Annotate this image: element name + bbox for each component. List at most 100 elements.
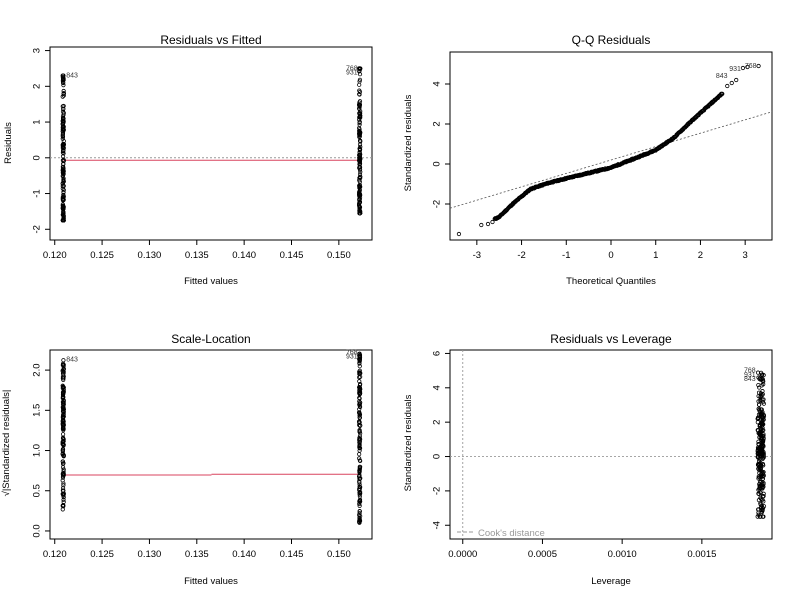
data-point	[60, 507, 65, 512]
x-tick-label: 0.125	[90, 250, 114, 261]
data-point	[60, 198, 66, 203]
y-tick-label: -2	[32, 225, 43, 233]
x-tick-label: 0.145	[280, 250, 304, 261]
data-point	[740, 65, 746, 71]
data-point	[357, 436, 363, 441]
data-point	[357, 404, 362, 409]
data-point	[456, 231, 462, 237]
data-point	[61, 414, 66, 419]
data-point	[60, 405, 66, 411]
cooks-distance-legend-label: Cook's distance	[478, 528, 545, 539]
data-point	[357, 415, 362, 420]
y-tick-label: 0	[432, 454, 443, 459]
data-point	[357, 111, 362, 116]
data-point	[61, 213, 66, 218]
data-point	[758, 501, 763, 506]
data-point	[758, 411, 764, 416]
point-label: 931	[346, 70, 358, 77]
data-point	[60, 174, 65, 179]
data-point	[61, 194, 66, 199]
data-point	[61, 497, 66, 502]
data-point	[494, 215, 500, 221]
x-tick-label: 3	[743, 250, 748, 261]
data-point	[756, 406, 761, 412]
sl-y-ticks: 0.0 0.5 1.0 1.5 2.0	[32, 363, 50, 538]
data-point	[757, 468, 762, 473]
data-point	[357, 429, 362, 434]
data-point	[759, 479, 764, 484]
rvl-title: Residuals vs Leverage	[550, 332, 672, 346]
data-point	[61, 189, 66, 195]
data-point	[60, 116, 66, 122]
data-point	[357, 206, 362, 212]
scale-location-panel: Scale-Location Fitted values √|Standardi…	[1, 332, 373, 587]
data-point	[357, 422, 362, 428]
data-point	[357, 379, 362, 384]
data-point	[61, 492, 66, 497]
y-tick-label: 0	[32, 155, 43, 160]
data-point	[760, 446, 765, 451]
x-tick-label: 0.135	[185, 250, 209, 261]
data-point	[357, 456, 362, 461]
data-point	[60, 392, 66, 397]
data-point	[357, 128, 362, 133]
x-tick-label: -3	[473, 250, 481, 261]
x-tick-label: -1	[562, 250, 570, 261]
data-point	[61, 83, 66, 88]
x-tick-label: 2	[698, 250, 703, 261]
data-point	[357, 468, 362, 474]
data-point	[61, 409, 66, 415]
data-point	[61, 203, 66, 208]
data-point	[61, 432, 66, 437]
point-label: 931	[744, 372, 756, 379]
y-tick-label: 2	[432, 420, 443, 425]
data-point	[357, 490, 362, 495]
data-point	[357, 452, 362, 457]
data-point	[760, 455, 766, 461]
data-point	[357, 167, 363, 172]
data-point	[357, 211, 363, 216]
data-point	[357, 511, 362, 516]
y-tick-label: 0.5	[32, 484, 43, 497]
y-tick-label: -2	[432, 487, 443, 495]
data-point	[357, 466, 362, 472]
data-point	[61, 142, 66, 147]
data-point	[761, 433, 766, 438]
data-point	[720, 91, 725, 96]
data-point	[758, 460, 763, 466]
rvf-x-ticks: 0.120 0.125 0.130 0.135 0.140 0.145 0.150	[43, 240, 351, 261]
rvf-x-axis-label: Fitted values	[184, 276, 238, 287]
data-point	[357, 179, 362, 184]
data-point	[61, 110, 66, 116]
data-point	[60, 451, 65, 456]
data-point	[358, 491, 363, 496]
y-tick-label: 4	[432, 81, 443, 86]
data-point	[61, 218, 66, 223]
x-tick-label: 0.120	[43, 549, 67, 560]
data-point	[60, 181, 65, 186]
data-point	[358, 391, 363, 396]
data-point	[60, 76, 66, 82]
x-tick-label: 0.145	[280, 549, 304, 560]
data-point	[61, 377, 66, 383]
data-point	[761, 494, 766, 499]
point-label: 843	[66, 73, 78, 80]
data-point	[357, 185, 362, 190]
y-tick-label: 1	[32, 119, 43, 124]
data-point	[357, 520, 362, 525]
data-point	[357, 364, 362, 369]
point-label: 768	[744, 368, 756, 375]
data-point	[61, 88, 66, 94]
y-tick-label: -1	[32, 189, 43, 197]
data-point	[757, 449, 763, 454]
data-point	[756, 63, 761, 69]
data-point	[357, 361, 362, 366]
data-point	[759, 422, 764, 427]
data-point	[755, 370, 761, 375]
data-point	[357, 371, 362, 376]
data-point	[357, 199, 362, 205]
data-point	[757, 376, 762, 382]
